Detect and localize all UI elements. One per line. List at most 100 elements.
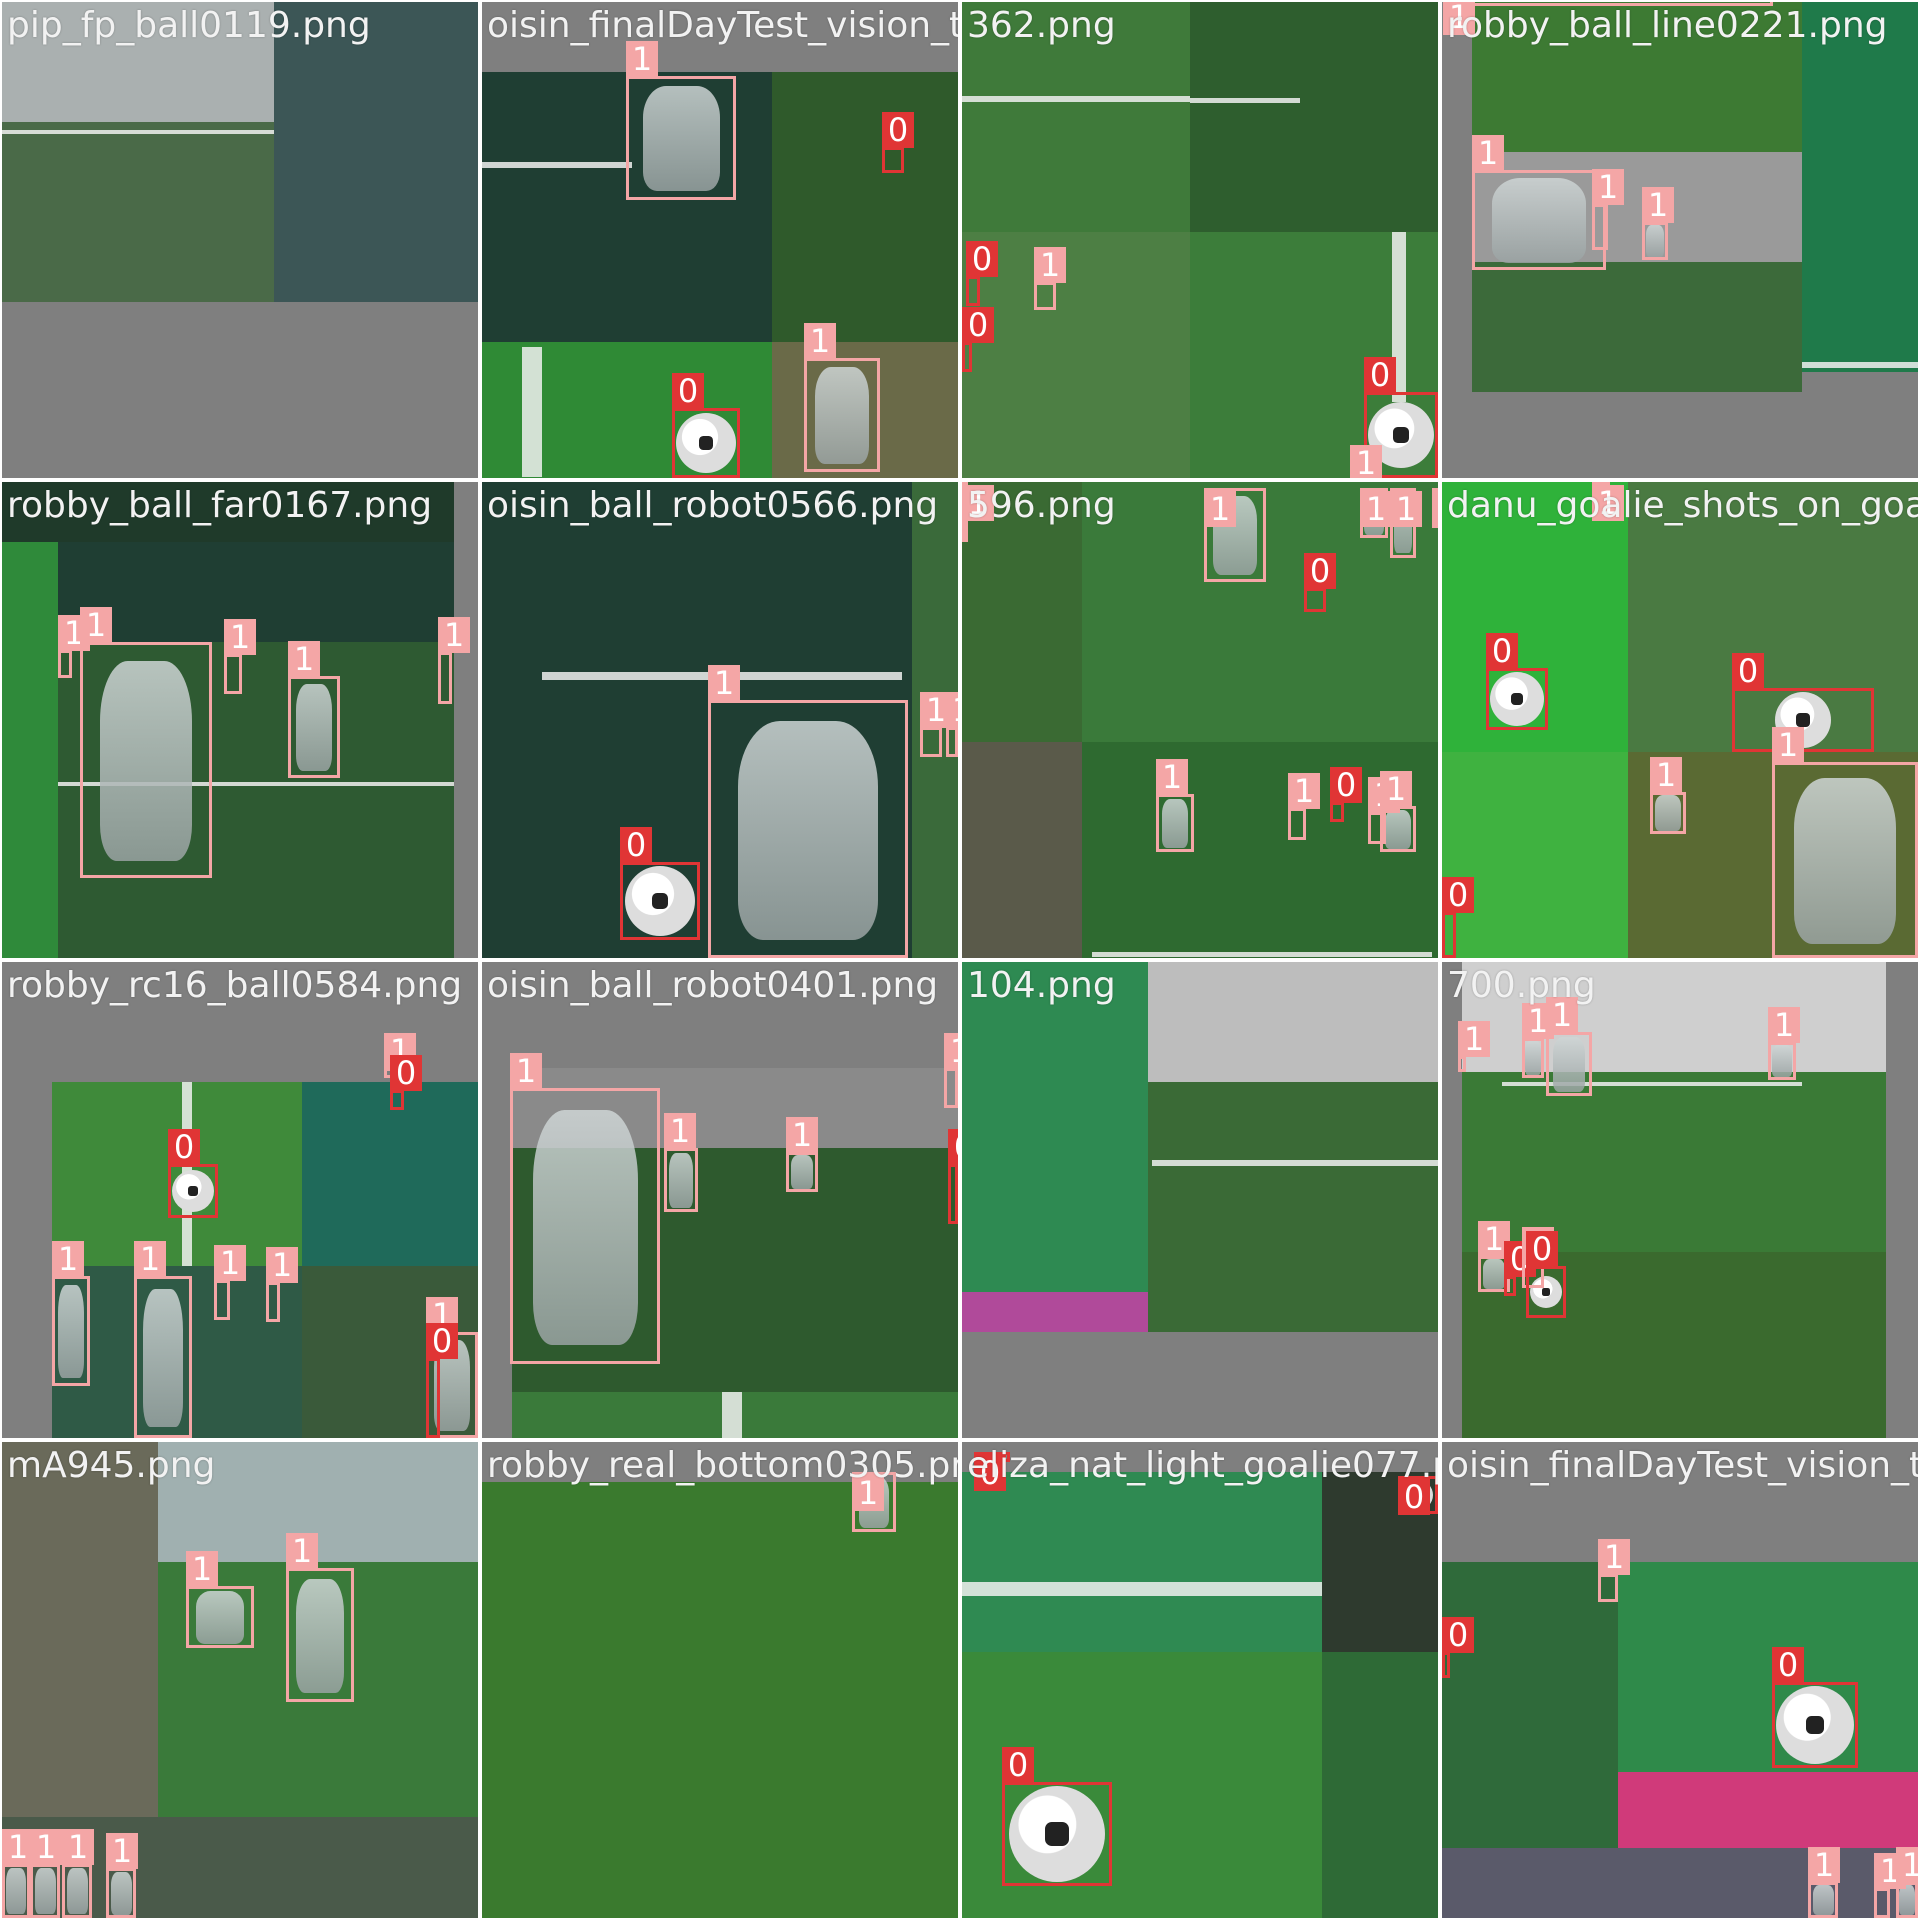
robot-bbox: 1	[1650, 757, 1686, 834]
mosaic-tile: pip_fp_ball0119.png	[2, 2, 478, 478]
image-region	[52, 1082, 302, 1266]
image-region	[1442, 1562, 1618, 1848]
class-label: 0	[1442, 877, 1474, 913]
ball-bbox: 0	[1772, 1647, 1858, 1768]
class-label: 0	[1486, 633, 1518, 669]
robot-bbox: 1	[852, 1472, 896, 1532]
class-label: 0	[1526, 1231, 1558, 1267]
robot-bbox: 1	[708, 665, 908, 958]
class-label: 1	[62, 1829, 94, 1865]
mosaic-tile: 104.png	[962, 962, 1438, 1438]
class-label: 0	[1398, 1479, 1430, 1515]
image-region	[1442, 752, 1628, 958]
class-label: 1	[804, 323, 836, 359]
class-label: 1	[786, 1117, 818, 1153]
field-line	[1152, 1160, 1438, 1166]
field-line	[1092, 952, 1432, 957]
robot-shape	[1525, 1041, 1541, 1076]
mosaic-tile: 1011oisin_ball_robot0566.png	[482, 482, 958, 958]
class-label: 1	[1458, 1021, 1490, 1057]
image-region	[1148, 962, 1438, 1082]
class-label: 1	[438, 617, 470, 653]
robot-shape	[815, 367, 869, 464]
robot-bbox: 1	[30, 1829, 62, 1918]
robot-bbox: 1	[80, 607, 212, 878]
robot-bbox: 1	[664, 1113, 698, 1212]
robot-shape	[642, 85, 720, 192]
robot-shape	[532, 1110, 638, 1345]
ball-bbox: 0	[168, 1129, 218, 1218]
robot-bbox: 1	[1390, 488, 1422, 558]
class-label: 1	[30, 1829, 62, 1865]
robot-bbox: 1	[626, 41, 736, 200]
robot-bbox: 1	[1808, 1847, 1840, 1918]
class-label: 0	[1442, 1617, 1474, 1653]
mosaic-tile: 1001oisin_finalDayTest_vision_top2621334…	[482, 2, 958, 478]
ball-bbox: 0	[1364, 357, 1438, 478]
robot-shape	[790, 1155, 814, 1190]
class-label: 1	[1642, 187, 1674, 223]
class-label: 1	[1204, 491, 1236, 527]
image-region	[2, 2, 274, 122]
tile-filename: oisin_ball_robot0401.png	[487, 965, 939, 1006]
tile-filename: robby_rc16_ball0584.png	[7, 965, 463, 1006]
robot-bbox: 1	[962, 482, 994, 542]
ball-bbox: 0	[1442, 1617, 1474, 1678]
tile-filename: robby_ball_line0221.png	[1447, 5, 1888, 46]
robot-bbox: 1	[1592, 482, 1624, 521]
tile-filename: 362.png	[967, 5, 1116, 46]
robot-bbox: 1	[804, 323, 880, 472]
robot-bbox: 1	[1288, 773, 1320, 840]
class-label: 1	[1592, 485, 1624, 521]
class-label: 1	[852, 1475, 884, 1511]
robot-bbox: 1	[1598, 1539, 1630, 1602]
robot-bbox: 1	[58, 615, 90, 678]
image-region	[962, 1652, 1322, 1918]
class-label: 0	[390, 1055, 422, 1091]
robot-bbox: 1	[1034, 247, 1066, 310]
image-region	[158, 1442, 478, 1562]
class-label: 0	[882, 112, 914, 148]
class-label: 1	[1156, 759, 1188, 795]
robot-shape	[1482, 1258, 1506, 1290]
class-label: 1	[510, 1053, 542, 1089]
class-label: 0	[974, 1455, 1006, 1491]
image-region	[1322, 1652, 1438, 1918]
robot-shape	[196, 1590, 244, 1644]
robot-bbox: 1	[266, 1247, 298, 1322]
image-region	[2, 542, 58, 958]
image-region	[1802, 2, 1918, 372]
robot-shape	[296, 1578, 344, 1693]
robot-shape	[1655, 795, 1681, 832]
robot-bbox: 1	[920, 692, 952, 757]
image-region	[482, 1482, 958, 1918]
robot-bbox: 1	[1204, 488, 1266, 582]
robot-shape	[1899, 1884, 1915, 1916]
class-label: 1	[286, 1533, 318, 1569]
robot-shape	[1772, 1045, 1792, 1078]
image-region	[1442, 1848, 1918, 1918]
robot-bbox: 1	[1432, 488, 1438, 528]
tile-filename: oisin_finalDayTest_vision_to	[1447, 1445, 1918, 1486]
tile-filename: eliza_nat_light_goalie077.png	[967, 1445, 1438, 1486]
mosaic-tile: 1 0 0 0 1 362.png	[962, 2, 1438, 478]
ball-bbox: 0	[426, 1323, 458, 1438]
class-label: 1	[664, 1113, 696, 1149]
robot-shape	[1645, 225, 1665, 258]
field-line	[1802, 362, 1918, 368]
image-region	[58, 542, 454, 642]
robot-shape	[57, 1284, 85, 1379]
ball-shape	[676, 413, 736, 473]
class-label: 1	[1443, 2, 1475, 35]
class-label: 1	[708, 665, 740, 701]
tile-filename: robby_real_bottom0305.png	[487, 1445, 958, 1486]
ball-bbox: 0	[1486, 633, 1548, 730]
robot-shape	[99, 660, 193, 862]
class-label: 1	[962, 485, 994, 521]
robot-bbox: 1	[944, 1033, 958, 1108]
class-label: 1	[1772, 727, 1804, 763]
class-label: 1	[1288, 773, 1320, 809]
image-region	[1190, 2, 1438, 232]
field-line	[2, 130, 274, 134]
